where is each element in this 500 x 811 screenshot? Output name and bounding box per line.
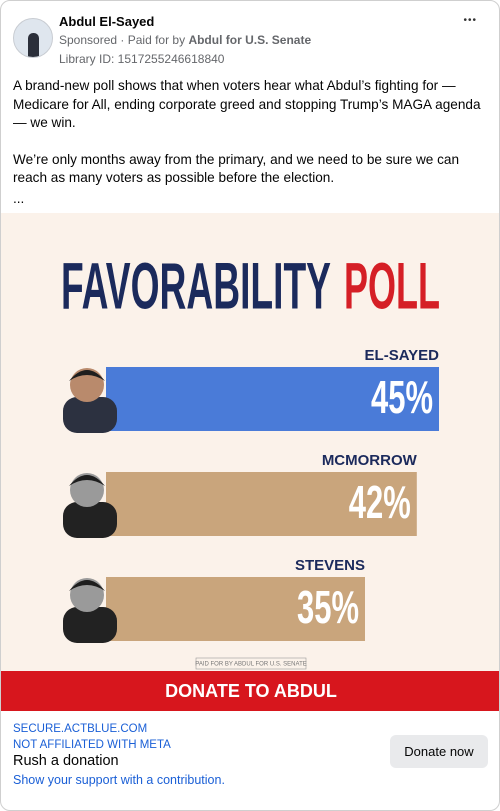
link-domain[interactable]: SECURE.ACTBLUE.COM: [13, 723, 148, 735]
avatar[interactable]: [13, 18, 53, 58]
paragraph: We’re only months away from the primary,…: [13, 151, 460, 186]
see-more[interactable]: ...: [13, 190, 25, 206]
paid-for: Paid for by: [127, 33, 186, 47]
bar: [106, 367, 439, 431]
value-label: 42%: [349, 476, 411, 528]
photo-body: [63, 607, 117, 643]
bar: [106, 577, 365, 641]
avatar-figure: [28, 33, 39, 57]
link-description[interactable]: Show your support with a contribution.: [13, 773, 225, 787]
category-label: EL-SAYED: [365, 347, 440, 364]
post-body: A brand-new poll shows that when voters …: [13, 77, 491, 208]
author-name[interactable]: Abdul El-Sayed: [59, 14, 155, 29]
photo-head: [70, 578, 104, 612]
bar: [106, 472, 417, 536]
menu-button[interactable]: •••: [463, 15, 477, 26]
photo-hair: [69, 580, 105, 591]
disclaimer-box: [195, 657, 307, 670]
photo-hair: [69, 370, 105, 381]
cta-button[interactable]: Donate now: [390, 735, 488, 768]
photo-head: [70, 368, 104, 402]
sponsor[interactable]: Abdul for U.S. Senate: [188, 33, 312, 47]
library-id: Library ID: 1517255246618840: [59, 52, 225, 66]
value-label: 45%: [371, 371, 433, 423]
title-word: POLL: [344, 248, 440, 322]
ad-footer: SECURE.ACTBLUE.COM NOT AFFILIATED WITH M…: [1, 711, 499, 810]
category-label: MCMORROW: [322, 452, 418, 469]
link-headline[interactable]: Rush a donation: [13, 753, 119, 769]
paragraph: A brand-new poll shows that when voters …: [13, 78, 481, 130]
photo-body: [63, 397, 117, 433]
photo-hair: [69, 475, 105, 486]
value-label: 35%: [297, 581, 359, 633]
notice: NOT AFFILIATED WITH META: [13, 739, 171, 751]
sponsored-line: Sponsored · Paid for by Abdul for U.S. S…: [59, 33, 312, 47]
disclaimer: PAID FOR BY ABDUL FOR U.S. SENATE: [195, 662, 306, 668]
photo-head: [70, 473, 104, 507]
banner-text[interactable]: DONATE TO ABDUL: [165, 681, 337, 701]
category-label: STEVENS: [295, 557, 365, 574]
ad-image: FAVORABILITY POLL PAID FOR BY ABDUL FOR …: [1, 213, 499, 711]
photo-body: [63, 502, 117, 538]
title-word: FAVORABILITY: [61, 248, 331, 322]
donate-banner[interactable]: [1, 671, 499, 711]
sponsored: Sponsored: [59, 33, 118, 47]
